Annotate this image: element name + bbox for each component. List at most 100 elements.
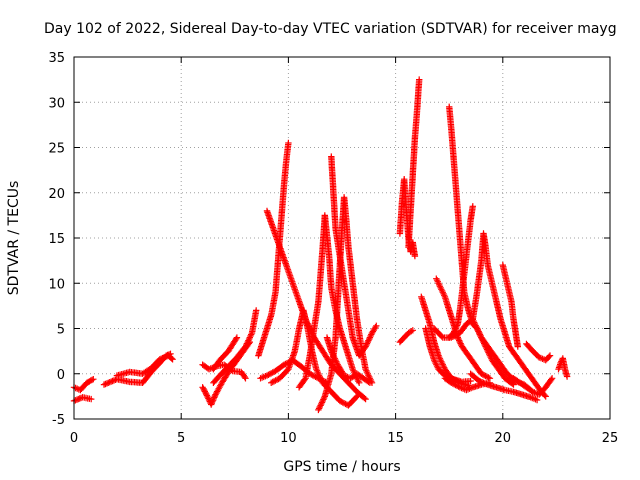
data-point	[365, 372, 372, 379]
data-point	[245, 335, 253, 343]
data-point	[452, 381, 459, 389]
data-point	[476, 329, 483, 337]
data-point	[270, 378, 278, 385]
data-point	[285, 139, 292, 147]
series-arc-21h-b	[523, 340, 554, 364]
x-tick-label: 0	[70, 431, 78, 446]
data-point	[483, 373, 491, 380]
data-point	[316, 403, 323, 411]
data-point	[482, 372, 489, 380]
data-point	[440, 290, 447, 297]
data-point	[363, 340, 371, 347]
data-point	[433, 277, 441, 284]
y-tick-label: 30	[48, 96, 65, 111]
data-point	[364, 338, 371, 346]
series-arc-22h	[555, 355, 571, 380]
data-point	[438, 333, 445, 340]
data-point	[453, 382, 461, 389]
data-point	[268, 370, 275, 377]
data-point	[455, 383, 462, 390]
data-points	[70, 76, 571, 414]
data-point	[269, 378, 276, 386]
data-point	[169, 356, 176, 363]
series-arc-11h	[295, 212, 363, 391]
y-tick-label: 35	[48, 51, 65, 66]
data-point	[453, 323, 460, 331]
data-point	[339, 399, 346, 406]
data-point	[242, 343, 249, 350]
data-point	[474, 326, 481, 334]
data-point	[533, 396, 541, 404]
data-point	[449, 380, 456, 387]
data-point	[88, 376, 96, 384]
data-point	[416, 76, 423, 83]
data-point	[349, 366, 356, 373]
series-arc-6h-3	[210, 307, 260, 386]
data-point	[333, 360, 341, 367]
data-point	[563, 373, 571, 380]
series-arc-21h-a	[510, 375, 556, 398]
data-point	[436, 354, 443, 361]
series-arc-9h-a	[255, 139, 292, 359]
data-point	[329, 350, 336, 358]
x-tick-label: 5	[177, 431, 185, 446]
data-point	[437, 284, 444, 291]
series-arc-19h-a	[469, 230, 549, 400]
data-point	[313, 366, 320, 373]
data-point	[247, 332, 254, 340]
data-point	[408, 328, 415, 335]
data-point	[476, 331, 484, 338]
data-point	[336, 397, 344, 405]
data-point	[548, 376, 555, 383]
series-arc-20h-a	[499, 261, 521, 350]
data-point	[457, 340, 464, 347]
data-point	[450, 329, 457, 337]
data-point	[266, 215, 273, 222]
data-point	[438, 358, 445, 365]
data-point	[203, 392, 211, 399]
data-point	[295, 298, 303, 305]
data-point	[315, 372, 323, 379]
data-point	[467, 377, 474, 385]
plot-frame	[73, 56, 611, 420]
data-point	[242, 375, 249, 382]
data-point	[340, 400, 348, 407]
data-point	[372, 324, 379, 331]
data-point	[453, 322, 461, 329]
data-point	[431, 358, 439, 365]
data-point	[456, 338, 464, 346]
data-point	[485, 374, 492, 381]
data-point	[315, 405, 323, 412]
data-point	[244, 338, 251, 346]
data-point	[541, 392, 548, 399]
data-point	[318, 400, 325, 408]
data-point	[269, 369, 276, 376]
series-arc-15h-c	[396, 327, 416, 346]
data-point	[316, 373, 323, 380]
data-point	[328, 349, 336, 356]
data-point	[288, 277, 295, 284]
data-point	[510, 381, 517, 388]
data-point	[355, 378, 362, 385]
data-point	[317, 402, 324, 409]
data-point	[243, 340, 251, 347]
y-tick-label: 5	[57, 323, 65, 338]
data-point	[546, 352, 554, 359]
data-point	[433, 363, 441, 370]
data-point	[253, 307, 260, 314]
y-tick-label: 10	[48, 277, 65, 292]
data-point	[373, 322, 380, 329]
data-point	[317, 375, 324, 382]
data-point	[438, 287, 446, 294]
data-point	[432, 360, 439, 367]
data-point	[356, 379, 363, 386]
data-point	[333, 358, 340, 365]
data-point	[542, 393, 549, 400]
data-point	[438, 286, 445, 293]
data-point	[469, 203, 476, 210]
data-point	[479, 371, 486, 378]
data-point	[451, 381, 458, 388]
data-point	[514, 343, 521, 350]
data-point	[441, 292, 448, 299]
data-point	[168, 355, 175, 362]
